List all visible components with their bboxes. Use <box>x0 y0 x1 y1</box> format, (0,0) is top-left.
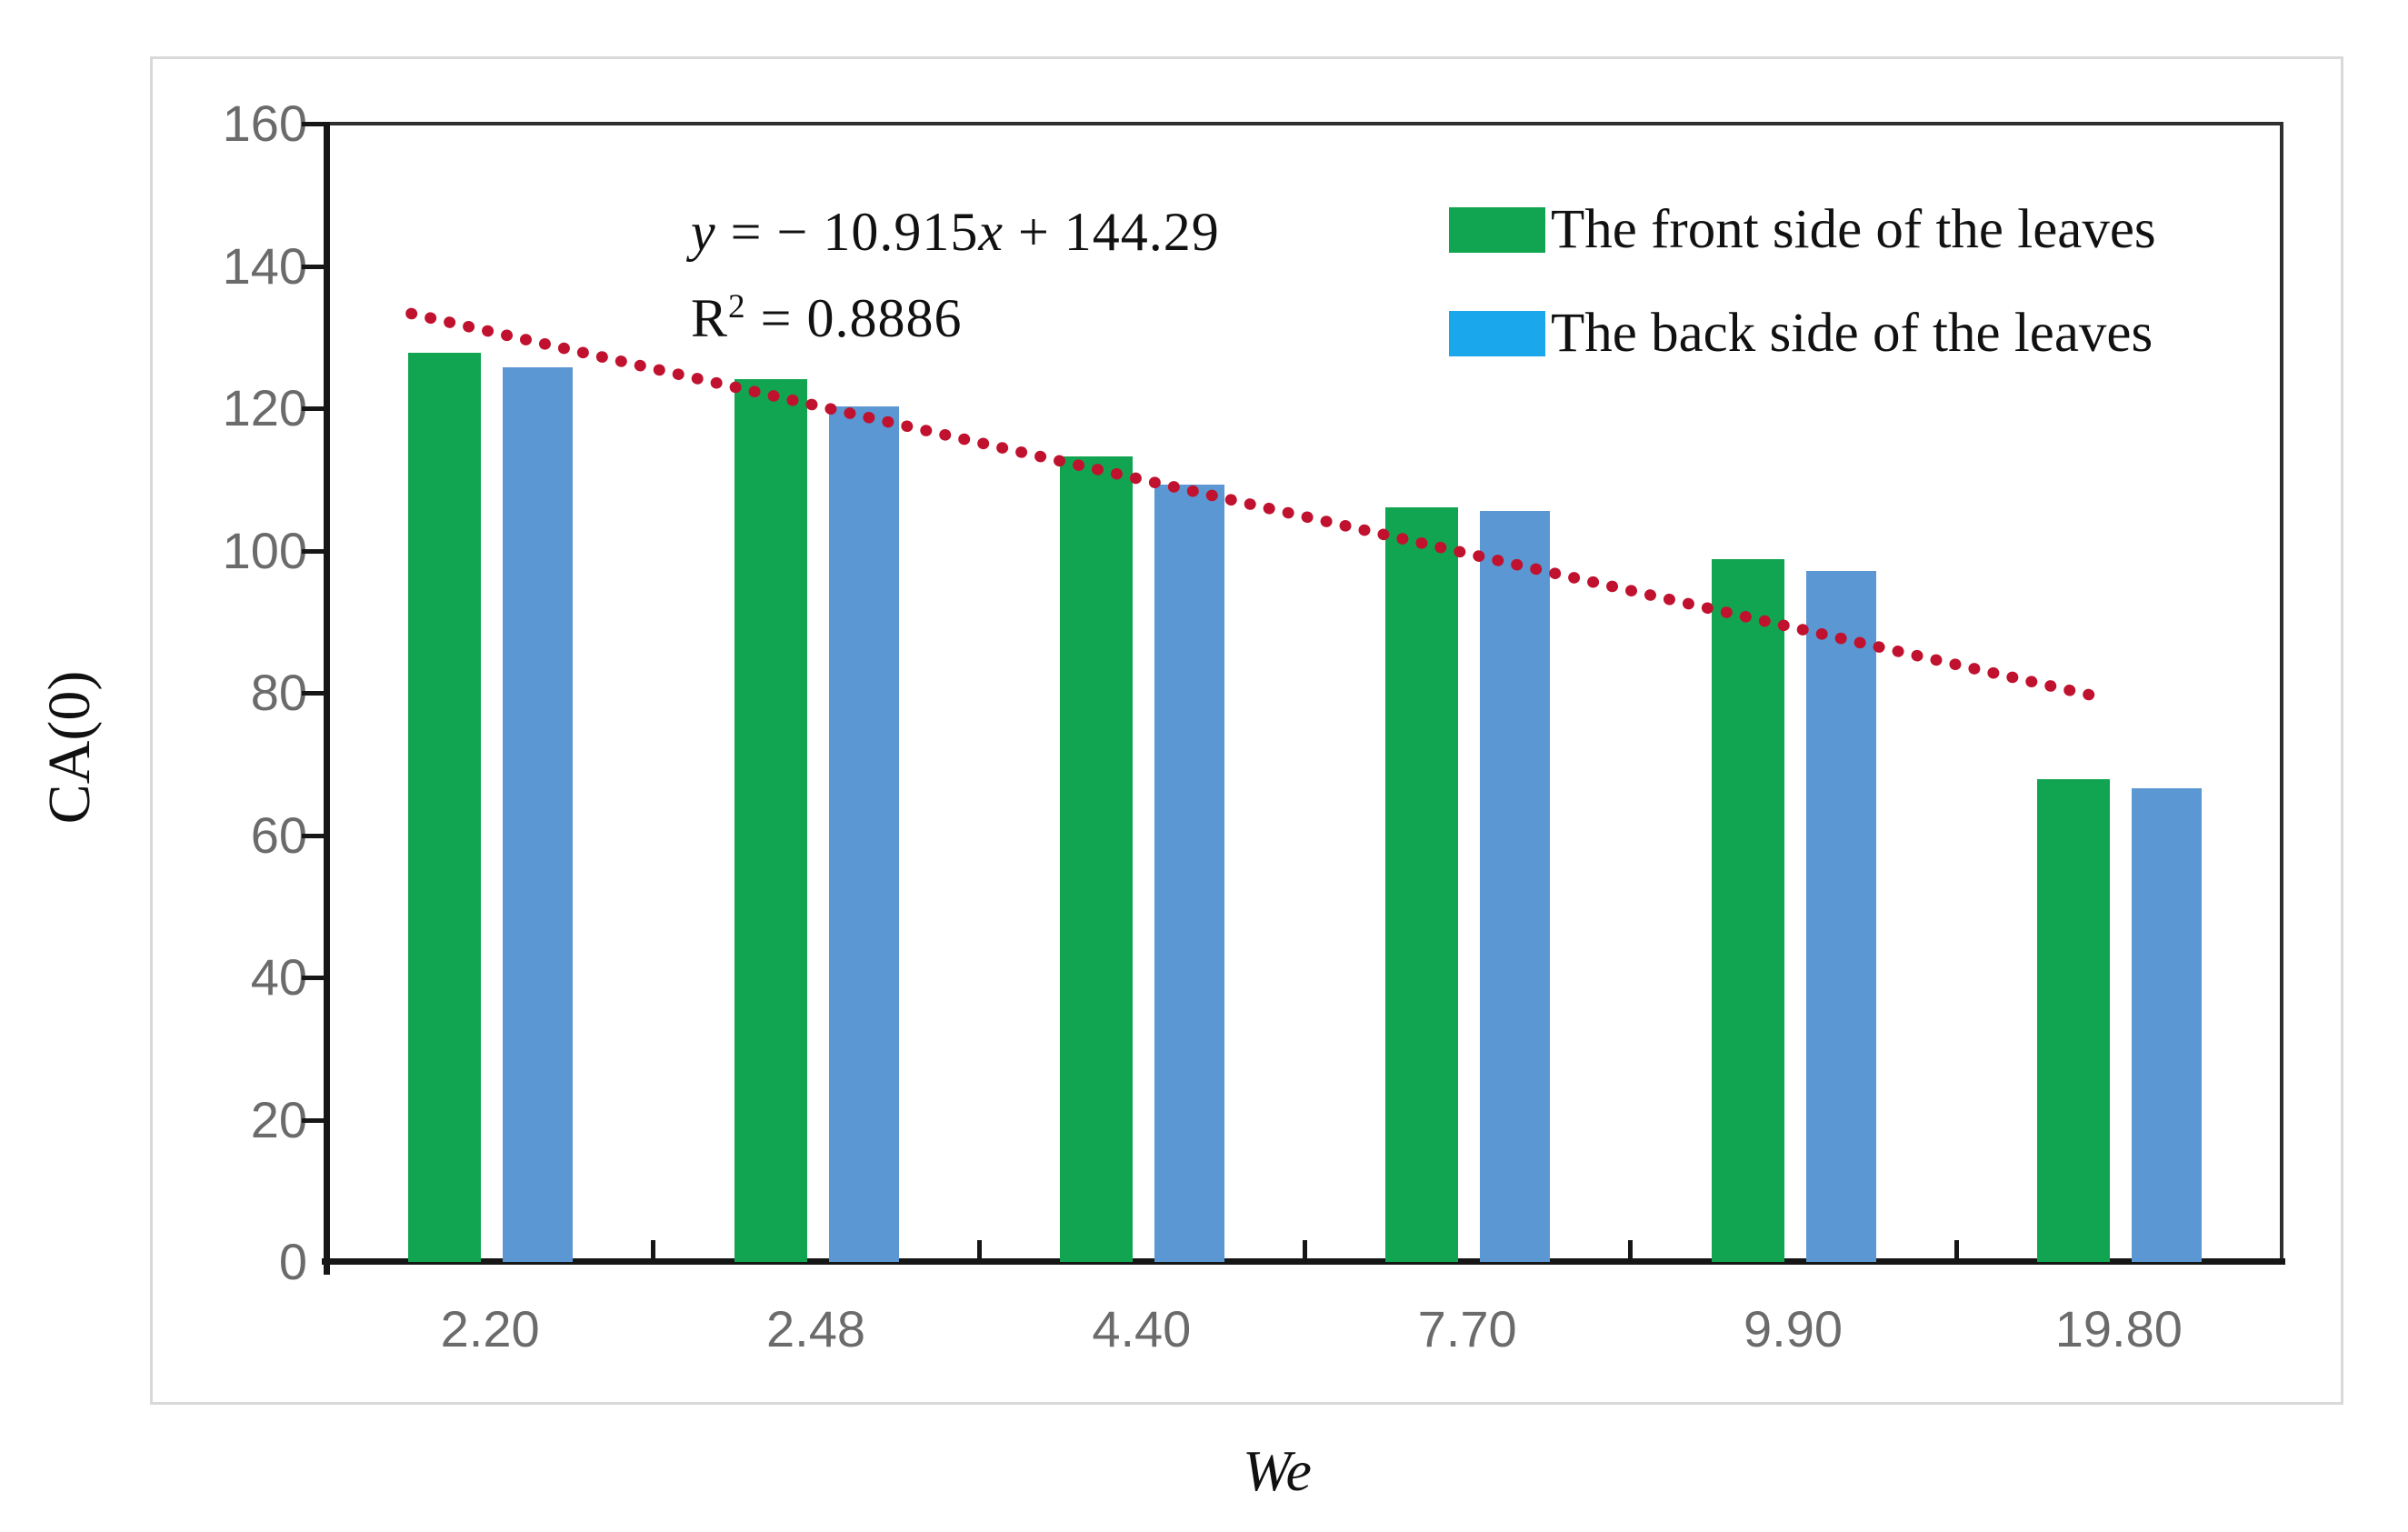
trendline <box>405 307 2112 705</box>
x-tick-label: 7.70 <box>1417 1300 1517 1357</box>
x-tick-label: 2.48 <box>766 1300 865 1357</box>
bar-back <box>1480 511 1551 1262</box>
x-tick-label: 9.90 <box>1744 1300 1843 1357</box>
bar-back <box>1805 571 1876 1262</box>
x-tick-label: 19.80 <box>2054 1300 2183 1357</box>
x-boundary-tick <box>651 1240 656 1262</box>
bar-front <box>2036 779 2110 1262</box>
trendline-equation-line1: y = − 10.915x + 144.29 <box>691 202 1220 262</box>
x-tick-label: 4.40 <box>1092 1300 1192 1357</box>
x-axis-title: We <box>1243 1438 1312 1503</box>
trendline-r-squared: R2 = 0.8886 <box>691 287 963 348</box>
legend-label-front: The front side of the leaves <box>1551 199 2156 260</box>
y-tick-label: 160 <box>222 95 307 152</box>
y-tick <box>302 833 325 838</box>
y-tick <box>302 406 325 411</box>
trendline-equation: y = − 10.915x + 144.29 R2 = 0.8886 <box>691 189 1220 362</box>
x-boundary-tick <box>1953 1240 1959 1262</box>
bar-back <box>1154 484 1224 1262</box>
y-tick <box>302 976 325 980</box>
y-tick <box>302 122 325 126</box>
bar-front <box>408 352 482 1262</box>
y-axis-line <box>324 122 330 1275</box>
bar-front <box>734 378 807 1262</box>
x-boundary-tick <box>976 1240 982 1262</box>
y-axis-title: CA(0) <box>36 670 103 825</box>
y-tick-label: 40 <box>250 948 307 1006</box>
bar-back <box>2131 787 2202 1262</box>
bar-back <box>828 406 899 1262</box>
y-tick-label: 0 <box>278 1233 307 1290</box>
y-tick <box>302 548 325 554</box>
y-tick <box>302 264 325 269</box>
legend-swatch-front <box>1449 206 1545 253</box>
legend-label-back: The back side of the leaves <box>1551 303 2153 364</box>
bar-front <box>1059 456 1133 1262</box>
y-tick-label: 100 <box>222 521 307 579</box>
bar-back <box>503 366 574 1262</box>
legend-swatch-back <box>1449 310 1545 356</box>
trendline-svg <box>405 307 2112 705</box>
y-tick <box>302 1117 325 1123</box>
legend-item-front: The front side of the leaves <box>1449 202 2156 257</box>
y-tick-label: 20 <box>250 1090 307 1148</box>
y-tick-label: 80 <box>250 664 307 721</box>
y-tick-label: 60 <box>250 806 307 864</box>
bar-front <box>1711 558 1784 1262</box>
x-boundary-tick <box>1303 1240 1307 1262</box>
x-boundary-tick <box>1628 1240 1634 1262</box>
x-tick-label: 2.20 <box>440 1300 540 1357</box>
y-tick <box>302 691 325 696</box>
legend-item-back: The back side of the leaves <box>1449 305 2153 361</box>
y-tick-label: 120 <box>222 379 307 436</box>
y-tick-label: 140 <box>222 236 307 295</box>
bar-front <box>1385 506 1459 1262</box>
